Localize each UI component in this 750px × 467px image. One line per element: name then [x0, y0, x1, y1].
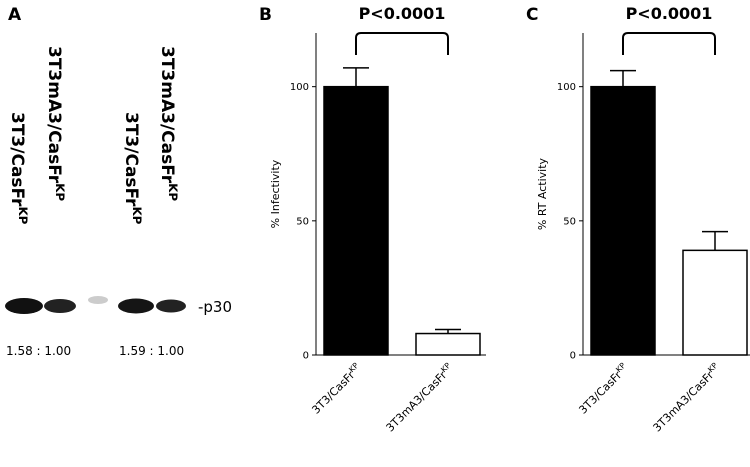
- y-tick-label: 50: [296, 216, 309, 227]
- y-axis-label: % RT Activity: [536, 157, 549, 230]
- bar: [323, 85, 389, 356]
- panel-label: B: [259, 5, 272, 25]
- label-sup: KP: [16, 206, 30, 224]
- label-text: 3T3/CasFr: [309, 368, 357, 416]
- y-tick-label: 100: [557, 82, 576, 93]
- y-tick-label: 0: [303, 351, 309, 362]
- label-text: 3T3mA3/CasFr: [44, 46, 64, 184]
- bracket: [622, 32, 716, 55]
- lane-label: 3T3mA3/CasFrKP: [157, 46, 180, 201]
- lane-label: 3T3mA3/CasFrKP: [383, 361, 457, 435]
- band: [156, 299, 186, 313]
- y-tick-label: 0: [570, 351, 576, 362]
- band: [118, 298, 154, 314]
- y-tick-label: 50: [563, 216, 576, 227]
- annotation: P<0.0001: [359, 4, 446, 23]
- lane-label: 3T3mA3/CasFrKP: [44, 46, 67, 201]
- label-sup: KP: [130, 206, 144, 224]
- ratio: 1.58 : 1.00: [6, 344, 71, 358]
- label-sup: KP: [53, 183, 67, 201]
- label-text: 3T3/CasFr: [121, 112, 141, 207]
- band: [5, 298, 43, 314]
- band: [88, 296, 108, 304]
- panel-label: A: [8, 5, 22, 25]
- annotation: P<0.0001: [626, 4, 713, 23]
- bar: [415, 332, 481, 356]
- y-axis-label: % Infectivity: [269, 159, 282, 228]
- label-text: 3T3mA3/CasFr: [384, 368, 450, 434]
- lane-label: 3T3/CasFrKP: [575, 361, 631, 417]
- panel-label: C: [526, 5, 538, 25]
- label-text: 3T3mA3/CasFr: [157, 46, 177, 184]
- band-label: -p30: [198, 298, 232, 316]
- label-sup: KP: [166, 183, 180, 201]
- bar: [590, 85, 656, 356]
- label-text: 3T3/CasFr: [7, 112, 27, 207]
- label-text: 3T3mA3/CasFr: [651, 368, 717, 434]
- lane-label: 3T3/CasFrKP: [7, 112, 30, 225]
- blot: [5, 296, 186, 314]
- lane-label: 3T3mA3/CasFrKP: [650, 361, 724, 435]
- lane-label: 3T3/CasFrKP: [121, 112, 144, 225]
- bracket: [355, 32, 449, 55]
- y-tick-label: 100: [290, 82, 309, 93]
- lane-label: 3T3/CasFrKP: [308, 361, 364, 417]
- label-text: 3T3/CasFr: [576, 368, 624, 416]
- band: [44, 299, 76, 313]
- ratio: 1.59 : 1.00: [119, 344, 184, 358]
- bar: [682, 249, 748, 356]
